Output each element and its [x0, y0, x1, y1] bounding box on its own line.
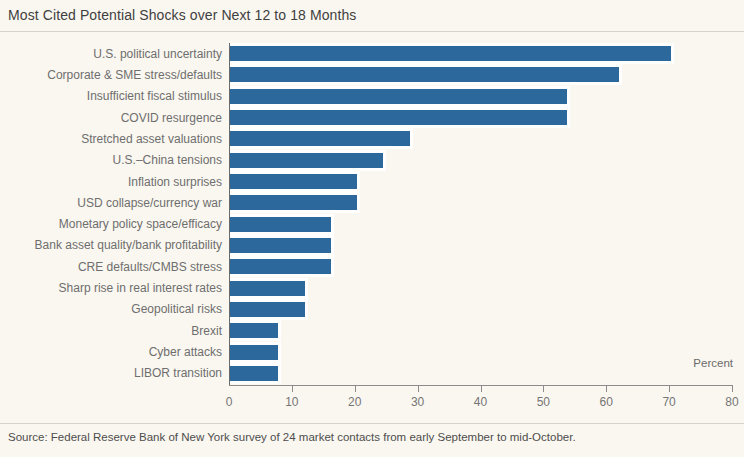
category-label: Stretched asset valuations: [0, 132, 229, 146]
axis-unit-label: Percent: [229, 357, 733, 369]
bar: [229, 214, 334, 235]
x-tick-label: 20: [348, 395, 361, 409]
bar-track: [229, 150, 732, 171]
bar-rows: U.S. political uncertainty Corporate & SM…: [0, 43, 733, 384]
bar: [229, 64, 622, 85]
x-tick-mark: [669, 386, 670, 392]
bar-row: Bank asset quality/bank profitability: [0, 235, 733, 256]
x-tick-mark: [292, 386, 293, 392]
x-tick-label: 50: [537, 395, 550, 409]
source-note: Source: Federal Reserve Bank of New York…: [8, 431, 576, 443]
bar: [229, 235, 334, 256]
bar-track: [229, 320, 732, 341]
bar: [229, 107, 570, 128]
x-tick-mark: [543, 386, 544, 392]
x-tick-label: 30: [411, 395, 424, 409]
bar: [229, 256, 334, 277]
x-tick-label: 70: [662, 395, 675, 409]
bar: [229, 86, 570, 107]
bar-row: Corporate & SME stress/defaults: [0, 64, 733, 85]
chart: Most Cited Potential Shocks over Next 12…: [0, 0, 744, 457]
bar-row: COVID resurgence: [0, 107, 733, 128]
x-tick-label: 60: [600, 395, 613, 409]
category-label: CRE defaults/CMBS stress: [0, 260, 229, 274]
bar-row: Inflation surprises: [0, 171, 733, 192]
top-divider: [0, 31, 744, 32]
bar: [229, 299, 308, 320]
bar-track: [229, 64, 732, 85]
bar-track: [229, 235, 732, 256]
y-axis-line: [229, 43, 230, 385]
category-label: Inflation surprises: [0, 175, 229, 189]
bar-row: Stretched asset valuations: [0, 128, 733, 149]
x-tick-label: 80: [725, 395, 738, 409]
category-label: Cyber attacks: [0, 345, 229, 359]
category-label: Brexit: [0, 324, 229, 338]
bar-track: [229, 86, 732, 107]
bar-track: [229, 299, 732, 320]
bar-row: U.S. political uncertainty: [0, 43, 733, 64]
bar-row: Geopolitical risks: [0, 299, 733, 320]
category-label: USD collapse/currency war: [0, 196, 229, 210]
bar-row: Monetary policy space/efficacy: [0, 214, 733, 235]
bar-row: Insufficient fiscal stimulus: [0, 86, 733, 107]
bar: [229, 150, 386, 171]
category-label: LIBOR transition: [0, 366, 229, 380]
x-tick-mark: [355, 386, 356, 392]
bar-track: [229, 43, 732, 64]
bar: [229, 171, 360, 192]
x-tick-mark: [606, 386, 607, 392]
bottom-divider: [0, 423, 744, 424]
bar: [229, 128, 413, 149]
bar-track: [229, 214, 732, 235]
category-label: Geopolitical risks: [0, 302, 229, 316]
bar-track: [229, 171, 732, 192]
bar-track: [229, 107, 732, 128]
category-label: U.S.–China tensions: [0, 153, 229, 167]
category-label: Insufficient fiscal stimulus: [0, 89, 229, 103]
bar: [229, 320, 281, 341]
bar-row: Sharp rise in real interest rates: [0, 277, 733, 298]
x-tick-mark: [732, 386, 733, 392]
bar-row: Brexit: [0, 320, 733, 341]
bar-row: USD collapse/currency war: [0, 192, 733, 213]
chart-title: Most Cited Potential Shocks over Next 12…: [8, 7, 356, 23]
category-label: Bank asset quality/bank profitability: [0, 238, 229, 252]
bar: [229, 43, 674, 64]
x-tick-label: 10: [285, 395, 298, 409]
x-tick-label: 40: [474, 395, 487, 409]
category-label: Corporate & SME stress/defaults: [0, 68, 229, 82]
bar-track: [229, 192, 732, 213]
bar-track: [229, 128, 732, 149]
category-label: COVID resurgence: [0, 111, 229, 125]
bar-row: CRE defaults/CMBS stress: [0, 256, 733, 277]
bar-row: U.S.–China tensions: [0, 150, 733, 171]
x-tick-label: 0: [226, 395, 233, 409]
bar: [229, 278, 308, 299]
x-tick-mark: [481, 386, 482, 392]
category-label: Sharp rise in real interest rates: [0, 281, 229, 295]
category-label: U.S. political uncertainty: [0, 47, 229, 61]
category-label: Monetary policy space/efficacy: [0, 217, 229, 231]
bar-track: [229, 277, 732, 298]
x-tick-mark: [418, 386, 419, 392]
bar: [229, 192, 360, 213]
bar-track: [229, 256, 732, 277]
